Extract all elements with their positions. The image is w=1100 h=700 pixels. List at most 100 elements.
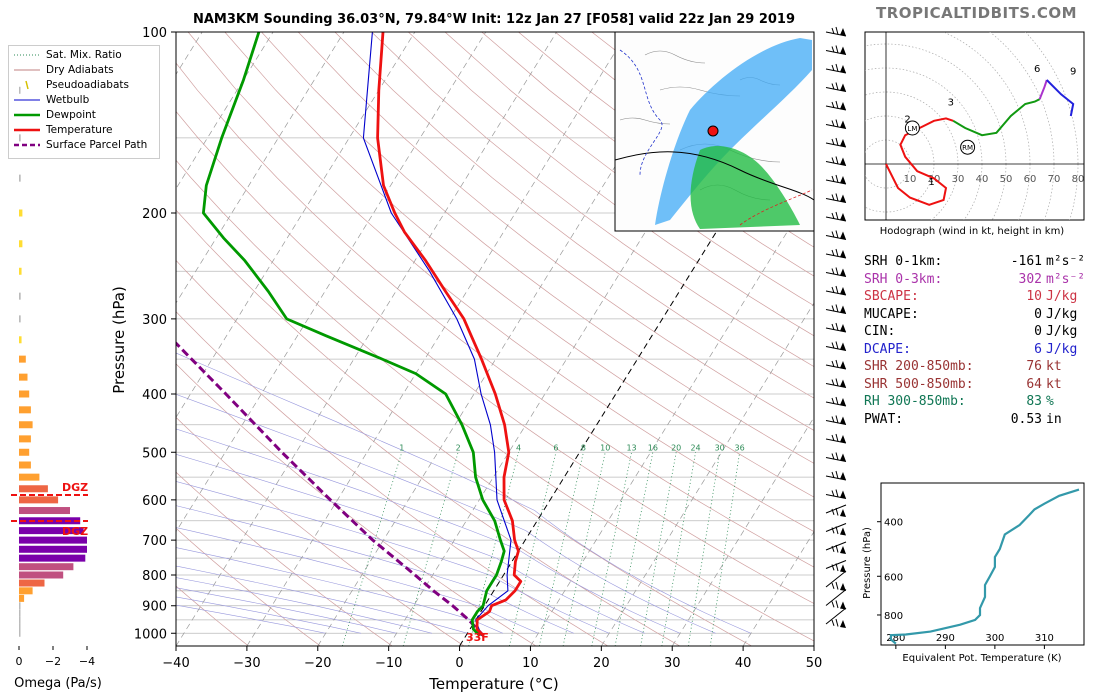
param-cin: CIN: 0 J/kg [864,324,1094,342]
wind-barb [825,341,847,351]
wind-barb [825,193,847,203]
param-name: RH 300-850mb: [864,394,966,409]
theta-e-y-tick-label: 600 [884,572,903,583]
left-mover-label: LM [907,125,917,133]
omega-tick-label: 0 [16,655,23,668]
legend-label: Pseudoadiabats [46,79,129,91]
theta-e-x-tick-label: 280 [886,633,905,644]
hodo-height-label: 3 [948,98,954,109]
legend-item-dry-adiabats: Dry Adiabats [14,63,114,77]
wind-barb [825,304,847,314]
legend-item-temperature: Temperature [14,123,113,137]
omega-bar [19,406,31,414]
state-border [619,117,671,125]
param-dcape: DCAPE: 6 J/kg [864,342,1094,360]
legend-label: Surface Parcel Path [46,139,148,151]
x-tick-label: 10 [522,656,539,671]
surface-temp-label: 33F [466,631,489,644]
param-shr500-850: SHR 500-850mb: 64 kt [864,377,1094,395]
omega-bar [19,609,21,617]
param-unit: J/kg [1046,306,1078,322]
param-shr200-850: SHR 200-850mb: 76 kt [864,359,1094,377]
omega-bar [19,209,23,217]
param-value: 0 [1034,306,1042,322]
param-unit: J/kg [1046,341,1078,357]
theta-e-y-label: Pressure (hPa) [862,527,873,599]
wind-barb [825,26,847,37]
theta-e-panel: 280 290 300 310 400 600 800 Equivalent Pot. Te… [862,482,1085,664]
param-name: DCAPE: [864,341,911,357]
param-name: CIN: [864,324,896,339]
param-unit: % [1046,394,1054,409]
param-name: SHR 500-850mb: [864,376,974,392]
omega-bar [19,563,74,571]
wind-barb [825,433,847,444]
theta-e-x-tick-label: 310 [1035,633,1054,644]
param-mucape: MUCAPE: 0 J/kg [864,307,1094,325]
x-axis-label: Temperature (°C) [428,675,558,693]
param-value: 0.53 [1010,411,1042,427]
x-tick-label: −40 [162,656,189,671]
hodo-ring-label: 70 [1048,174,1061,185]
omega-bar [19,507,70,515]
param-sbcape: SBCAPE: 10 J/kg [864,289,1094,307]
omega-bar [19,629,21,637]
omega-bar [19,336,22,344]
state-border [644,50,706,64]
param-unit: kt [1046,376,1062,392]
hodo-segment-0-3km [885,117,954,206]
wind-barb [825,560,847,573]
param-unit: m²s⁻² [1046,254,1086,269]
legend-label: Dry Adiabats [46,64,114,76]
wind-barb [825,415,847,425]
wind-barb [825,267,847,277]
wind-barb [825,470,847,481]
param-unit: m²s⁻² [1046,271,1086,287]
omega-bar [19,134,21,142]
omega-bar [19,86,21,94]
wind-barb [825,504,847,517]
omega-bar [19,602,21,610]
hodo-ring-label: 80 [1072,174,1085,185]
param-unit: in [1046,411,1062,427]
y-tick-label: 100 [142,26,167,41]
legend-swatch [14,113,40,117]
omega-bar [19,536,87,544]
legend-item-pseudoadiabats: Pseudoadiabats [14,78,129,92]
wind-barb [825,589,847,610]
param-name: SBCAPE: [864,289,919,304]
legend-swatch [14,128,40,132]
x-tick-label: −30 [233,656,260,671]
legend-swatch [25,80,29,90]
hodo-height-label: 2 [904,114,910,125]
dgz-label-top: DGZ [62,481,88,494]
param-name: SRH 0-1km: [864,254,943,269]
hodo-segment-9-12km [1046,79,1075,117]
omega-bar [19,545,87,553]
wind-barb [825,119,847,129]
omega-bar [19,390,30,398]
param-value: 83 [1026,394,1042,409]
wind-barb [825,359,847,370]
wind-barb [825,396,847,407]
param-value: 302 [1018,271,1042,287]
x-tick-label: −10 [375,656,402,671]
omega-bar [19,448,30,456]
wind-barb [825,570,847,591]
y-tick-label: 300 [142,313,167,328]
mix-ratio-label: 24 [690,443,700,452]
x-tick-label: 50 [806,656,823,671]
mix-ratio-label: 1 [399,443,404,452]
wind-barb [825,45,847,55]
legend-swatch [14,99,40,101]
theta-e-x-tick-label: 300 [985,633,1004,644]
hodo-height-label: 9 [1070,66,1076,77]
y-tick-label: 600 [142,494,167,509]
wind-barb [825,156,847,166]
param-rh300-850: RH 300-850mb: 83% [864,394,1094,412]
hodo-segment-6-9km [1038,79,1048,100]
brand-watermark: TROPICALTIDBITS.COM [876,4,1077,22]
legend-item-mix-ratio: Sat. Mix. Ratio [14,48,122,62]
